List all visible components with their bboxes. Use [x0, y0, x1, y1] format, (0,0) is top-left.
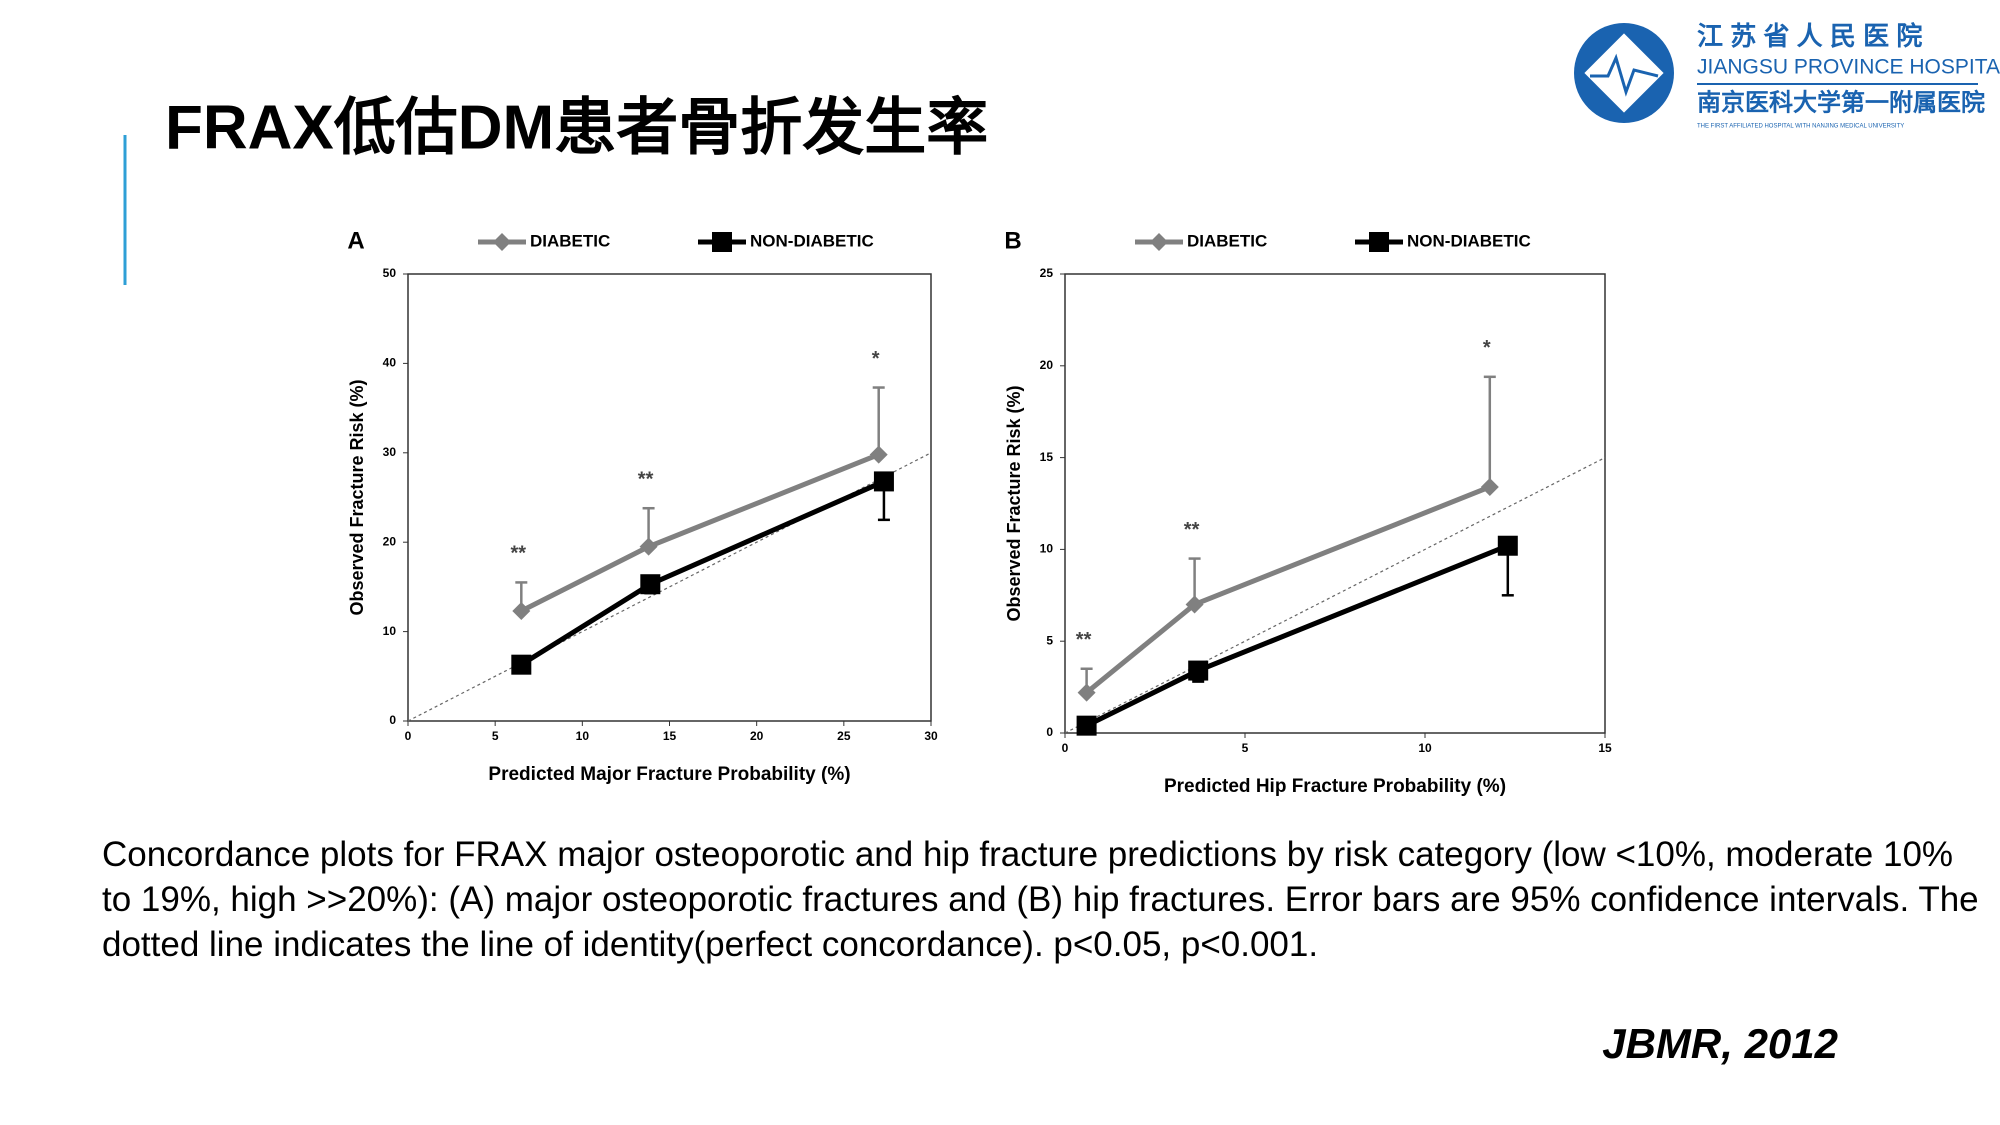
- series-line: [1085, 543, 1509, 728]
- y-tick-label: 40: [383, 356, 397, 370]
- legend-label: DIABETIC: [530, 231, 610, 250]
- x-tick-label: 0: [1062, 741, 1069, 755]
- marker: [512, 602, 531, 621]
- logo-pulse: [1590, 53, 1659, 97]
- slide-title: FRAX低估DM患者骨折发生率: [165, 93, 988, 162]
- legend-label: NON-DIABETIC: [1407, 231, 1531, 250]
- y-tick-label: 50: [383, 266, 397, 280]
- x-tick-label: 15: [663, 729, 677, 743]
- significance-label: **: [638, 469, 654, 491]
- y-tick-label: 10: [1040, 542, 1054, 556]
- identity-line: [1064, 457, 1606, 734]
- legend-marker: [1150, 233, 1168, 251]
- marker: [1188, 660, 1209, 681]
- x-tick-label: 30: [924, 729, 938, 743]
- chart: A 0 5 10 15 20 25 30 0 10 20 30 40 50 Predicted Major …: [347, 227, 938, 785]
- x-tick-label: 10: [1418, 741, 1432, 755]
- series-line: [520, 452, 880, 614]
- series-line: [519, 479, 885, 667]
- y-tick-label: 10: [383, 624, 397, 638]
- logo-name-cn: 江 苏 省 人 民 医 院: [1697, 21, 1922, 51]
- legend-label: NON-DIABETIC: [750, 231, 874, 250]
- logo-name-en: JIANGSU PROVINCE HOSPITAL: [1697, 56, 2000, 79]
- significance-label: **: [1076, 629, 1092, 651]
- chart: B 0 5 10 15 0 5 10 15 20 25 Predicted Hip Fracture …: [1004, 227, 1612, 797]
- significance-label: *: [1483, 337, 1491, 359]
- identity-line: [407, 452, 932, 722]
- x-tick-label: 5: [1242, 741, 1249, 755]
- marker: [1076, 715, 1097, 736]
- marker: [511, 654, 532, 675]
- x-axis-title: Predicted Hip Fracture Probability (%): [1164, 776, 1506, 797]
- y-tick-label: 25: [1040, 266, 1054, 280]
- y-tick-label: 20: [1040, 358, 1054, 372]
- citation: JBMR, 2012: [1602, 1020, 1838, 1067]
- y-tick-label: 5: [1046, 633, 1053, 647]
- x-axis-title: Predicted Major Fracture Probability (%): [488, 764, 850, 785]
- logo-cross: [1584, 33, 1664, 113]
- y-axis-title: Observed Fracture Risk (%): [347, 379, 367, 615]
- legend-marker: [493, 233, 511, 251]
- significance-label: **: [511, 543, 527, 565]
- marker: [1077, 683, 1096, 702]
- y-tick-label: 0: [389, 713, 396, 727]
- x-tick-label: 5: [492, 729, 499, 743]
- marker: [869, 445, 888, 464]
- significance-label: **: [1184, 519, 1200, 541]
- x-tick-label: 15: [1598, 741, 1612, 755]
- x-tick-label: 25: [837, 729, 851, 743]
- marker: [1480, 477, 1499, 496]
- y-tick-label: 15: [1040, 450, 1054, 464]
- marker: [639, 537, 658, 556]
- marker: [1185, 595, 1204, 614]
- legend-marker: [1369, 232, 1389, 252]
- marker: [1497, 535, 1518, 556]
- significance-label: *: [872, 348, 880, 370]
- logo-affiliation-en: THE FIRST AFFILIATED HOSPITAL WITH NANJI…: [1697, 124, 1904, 130]
- x-tick-label: 10: [576, 729, 590, 743]
- y-tick-label: 20: [383, 534, 397, 548]
- series-line: [1085, 484, 1491, 695]
- caption: Concordance plots for FRAX major osteopo…: [102, 835, 1979, 964]
- y-axis-title: Observed Fracture Risk (%): [1004, 385, 1024, 621]
- y-tick-label: 30: [383, 445, 397, 459]
- legend-marker: [712, 232, 732, 252]
- panel-label: A: [347, 227, 364, 254]
- logo: 江 苏 省 人 民 医 院 JIANGSU PROVINCE HOSPITAL …: [1574, 21, 2000, 130]
- x-tick-label: 0: [405, 729, 412, 743]
- marker: [640, 574, 661, 595]
- plot-frame: [1064, 273, 1606, 734]
- y-tick-label: 0: [1046, 725, 1053, 739]
- x-tick-label: 20: [750, 729, 764, 743]
- legend-label: DIABETIC: [1187, 231, 1267, 250]
- marker: [873, 471, 894, 492]
- panel-label: B: [1004, 227, 1021, 254]
- logo-affiliation-cn: 南京医科大学第一附属医院: [1697, 88, 1985, 116]
